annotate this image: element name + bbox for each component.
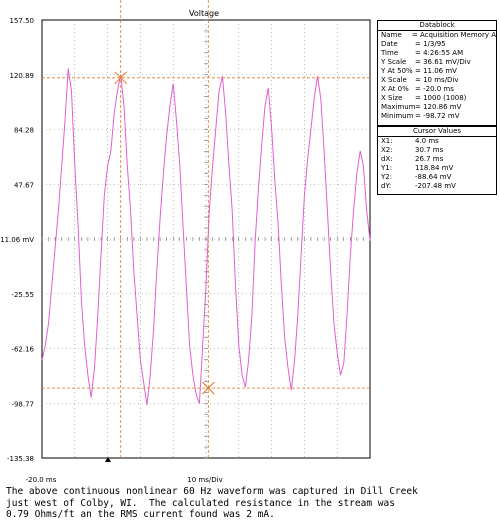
datablock-row: Time = 4:26:55 AM xyxy=(378,49,496,58)
y-tick-label: 11.06 mV xyxy=(0,236,34,244)
datablock-label: Maximum xyxy=(381,103,416,111)
datablock-value: = 120.86 mV xyxy=(415,103,462,111)
datablock-row: X Scale = 10 ms/Div xyxy=(378,76,496,85)
x-axis-label: 10 ms/Div xyxy=(187,476,222,484)
datablock-label: Y At 50% xyxy=(381,67,413,75)
datablock-label: Name xyxy=(381,31,402,39)
datablock-value: = -20.0 ms xyxy=(415,85,454,93)
chart-title: Voltage xyxy=(189,9,219,18)
cursor-values-label: Y1: xyxy=(381,164,393,172)
y-tick-label: -98.77 xyxy=(11,400,34,408)
cursor-values-label: Y2: xyxy=(381,173,393,181)
datablock-label: Y Scale xyxy=(381,58,407,66)
cursor-values-row: Y1: 118.84 mV xyxy=(378,164,496,173)
cursor-values-value: 118.84 mV xyxy=(415,164,454,172)
datablock-value: = 36.61 mV/Div xyxy=(415,58,471,66)
x-start-label: -20.0 ms xyxy=(26,476,57,484)
datablock-row: Y Scale = 36.61 mV/Div xyxy=(378,58,496,67)
cursor-values-label: X1: xyxy=(381,137,393,145)
datablock-row: Name = Acquisition Memory A xyxy=(378,31,496,40)
cursor-values-row: dY: -207.48 mV xyxy=(378,182,496,191)
datablock-row: Minimum = -98.72 mV xyxy=(378,112,496,121)
cursor-values-panel: Cursor Values X1: 4.0 ms X2: 30.7 ms dX: 26.7… xyxy=(377,126,497,195)
cursor-values-value: 30.7 ms xyxy=(415,146,444,154)
cursor-values-row: Y2: -88.64 mV xyxy=(378,173,496,182)
datablock-label: X Size xyxy=(381,94,403,102)
datablock-rows: Name = Acquisition Memory A Date = 1/3/95 Ti… xyxy=(378,31,496,121)
datablock-label: X Scale xyxy=(381,76,407,84)
y-tick-label: 84.28 xyxy=(14,127,34,135)
y-tick-label: -62.16 xyxy=(11,346,34,354)
datablock-value: = Acquisition Memory A xyxy=(411,31,496,39)
datablock-label: Minimum xyxy=(381,112,414,120)
datablock-label: Time xyxy=(381,49,399,57)
cursor-values-row: X2: 30.7 ms xyxy=(378,146,496,155)
datablock-row: X Size = 1000 (1008) xyxy=(378,94,496,103)
datablock-row: X At 0% = -20.0 ms xyxy=(378,85,496,94)
cursor-values-rows: X1: 4.0 ms X2: 30.7 ms dX: 26.7 ms Y1: 118.84 m… xyxy=(378,137,496,191)
cursor-values-value: 4.0 ms xyxy=(415,137,439,145)
cursor-values-value: -88.64 mV xyxy=(415,173,452,181)
datablock-value: = 1000 (1008) xyxy=(415,94,467,102)
datablock-row: Y At 50% = 11.06 mV xyxy=(378,67,496,76)
datablock-value: = 10 ms/Div xyxy=(415,76,459,84)
datablock-title: Datablock xyxy=(378,21,496,31)
y-tick-label: -25.55 xyxy=(11,291,34,299)
datablock-value: = -98.72 mV xyxy=(415,112,460,120)
datablock-label: Date xyxy=(381,40,398,48)
y-tick-label: 120.89 xyxy=(10,72,35,80)
cursor-values-row: X1: 4.0 ms xyxy=(378,137,496,146)
y-tick-label: 47.67 xyxy=(14,181,34,189)
trigger-marker-icon xyxy=(105,457,111,462)
cursor-values-row: dX: 26.7 ms xyxy=(378,155,496,164)
cursor-1-marker[interactable] xyxy=(114,71,128,85)
datablock-value: = 11.06 mV xyxy=(415,67,457,75)
cursor-values-value: 26.7 ms xyxy=(415,155,444,163)
datablock-row: Date = 1/3/95 xyxy=(378,40,496,49)
cursor-values-label: dX: xyxy=(381,155,393,163)
voltage-trace-0 xyxy=(41,68,371,406)
cursor-values-value: -207.48 mV xyxy=(415,182,456,190)
cursor-2-marker[interactable] xyxy=(201,381,215,395)
datablock-value: = 1/3/95 xyxy=(415,40,446,48)
y-tick-label: -135.38 xyxy=(7,455,34,463)
cursor-values-label: X2: xyxy=(381,146,393,154)
cursor-values-label: dY: xyxy=(381,182,392,190)
datablock-value: = 4:26:55 AM xyxy=(415,49,464,57)
y-tick-label: 157.50 xyxy=(10,17,35,25)
cursor-values-title: Cursor Values xyxy=(378,127,496,137)
caption-text: The above continuous nonlinear 60 Hz wav… xyxy=(6,486,418,520)
datablock-label: X At 0% xyxy=(381,85,409,93)
datablock-row: Maximum = 120.86 mV xyxy=(378,103,496,112)
datablock-panel: Datablock Name = Acquisition Memory A Date… xyxy=(377,20,497,126)
